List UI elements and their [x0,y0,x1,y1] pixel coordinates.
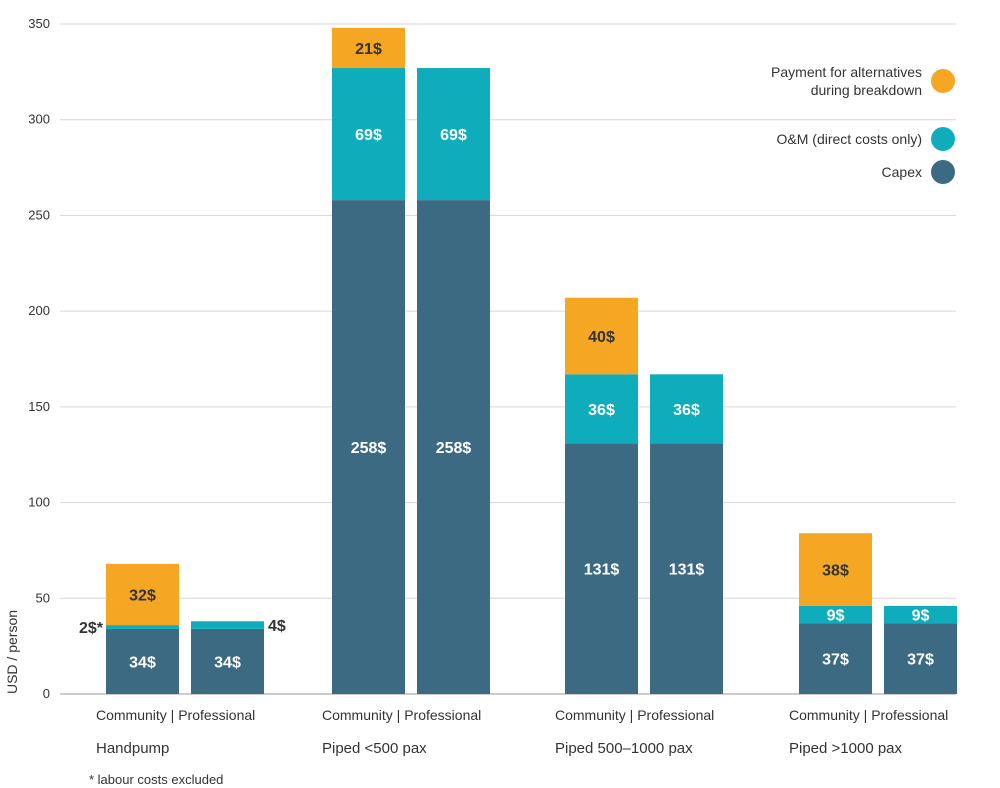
legend-item-om: O&M (direct costs only) [777,127,955,151]
data-label: 2$* [79,620,104,637]
bar-segment-om [332,68,405,201]
data-label: 34$ [214,654,241,671]
data-label: 37$ [822,652,849,669]
data-label: 37$ [907,652,934,669]
y-tick-label: 200 [28,303,50,318]
legend-item-capex: Capex [882,160,955,184]
bar-segment-alternatives [799,533,872,606]
bar-segment-capex [191,628,264,694]
bar-group: 131$ 36$ 40$ 131$ 36$ [565,297,723,694]
legend-label: Capex [882,164,922,180]
y-tick-label: 100 [28,495,50,510]
bar-segment-capex [650,443,723,694]
y-tick-label: 50 [36,590,50,605]
data-label: 4$ [268,618,286,635]
x-axis-labels: Community | Professional Handpump Communit… [96,707,948,757]
bar-sublabel: Community | Professional [789,707,948,723]
y-tick-label: 150 [28,399,50,414]
bar-segment-om [565,374,638,444]
legend-swatch [931,127,955,151]
bar-segment-capex [799,623,872,694]
y-tick-label: 300 [28,112,50,127]
data-label: 69$ [355,127,382,144]
bar-segment-capex [884,623,957,694]
bar-sublabel: Community | Professional [96,707,255,723]
bar-segment-alternatives [106,563,179,626]
bar-segment-om [799,605,872,624]
data-label: 131$ [669,562,705,579]
bar-segment-capex [332,200,405,694]
legend-label: O&M (direct costs only) [777,131,922,147]
y-tick-label: 350 [28,16,50,31]
group-label: Handpump [96,740,169,757]
bar-segment-capex [565,443,638,694]
bar-segment-capex [417,200,490,694]
bar-group: 258$ 69$ 21$ 258$ 69$ [332,27,490,694]
legend-label: during breakdown [811,82,922,98]
bar-group: 34$ 2$* 32$ 34$ 4$ [79,563,286,694]
bar-segment-om [106,625,179,629]
data-label: 69$ [440,127,467,144]
legend-item-alternatives: Payment for alternatives during breakdown [771,64,955,98]
y-tick-label: 250 [28,207,50,222]
legend: Payment for alternatives during breakdown… [771,64,955,184]
gridlines [60,23,956,695]
data-label: 38$ [822,563,849,580]
data-label: 9$ [912,608,930,625]
data-label: 36$ [673,402,700,419]
data-label: 40$ [588,329,615,346]
bar-sublabel: Community | Professional [555,707,714,723]
bar-segment-capex [106,628,179,694]
y-axis-label: USD / person [4,610,20,694]
data-label: 32$ [129,587,156,604]
bar-segment-om [650,374,723,444]
group-label: Piped <500 pax [322,740,427,757]
y-tick-label: 0 [43,686,50,701]
group-label: Piped 500–1000 pax [555,740,693,757]
bar-segment-alternatives [565,297,638,375]
bar-segment-om [884,605,957,624]
footnote: * labour costs excluded [89,772,223,787]
legend-label: Payment for alternatives [771,64,922,80]
data-label: 21$ [355,41,382,58]
bar-segment-om [417,68,490,201]
data-label: 34$ [129,654,156,671]
legend-swatch [931,69,955,93]
bar-segment-alternatives [332,27,405,69]
data-label: 258$ [351,440,387,457]
bar-sublabel: Community | Professional [322,707,481,723]
data-label: 9$ [827,608,845,625]
bar-segment-om [191,621,264,629]
data-label: 36$ [588,402,615,419]
legend-swatch [931,160,955,184]
group-label: Piped >1000 pax [789,740,903,757]
data-label: 258$ [436,440,472,457]
data-label: 131$ [584,562,620,579]
bar-group: 37$ 9$ 38$ 37$ 9$ [799,533,957,694]
bars: 34$ 2$* 32$ 34$ 4$ 258$ 69$ 21$ 258$ 69$ 131$ 36$ 40… [79,27,957,694]
y-axis: 0 50 100 150 200 250 300 350 USD / person [4,16,50,701]
